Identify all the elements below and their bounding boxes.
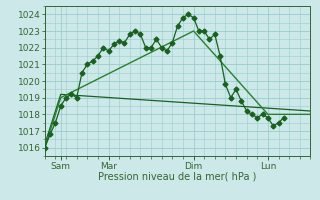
X-axis label: Pression niveau de la mer( hPa ): Pression niveau de la mer( hPa ) — [99, 172, 257, 182]
